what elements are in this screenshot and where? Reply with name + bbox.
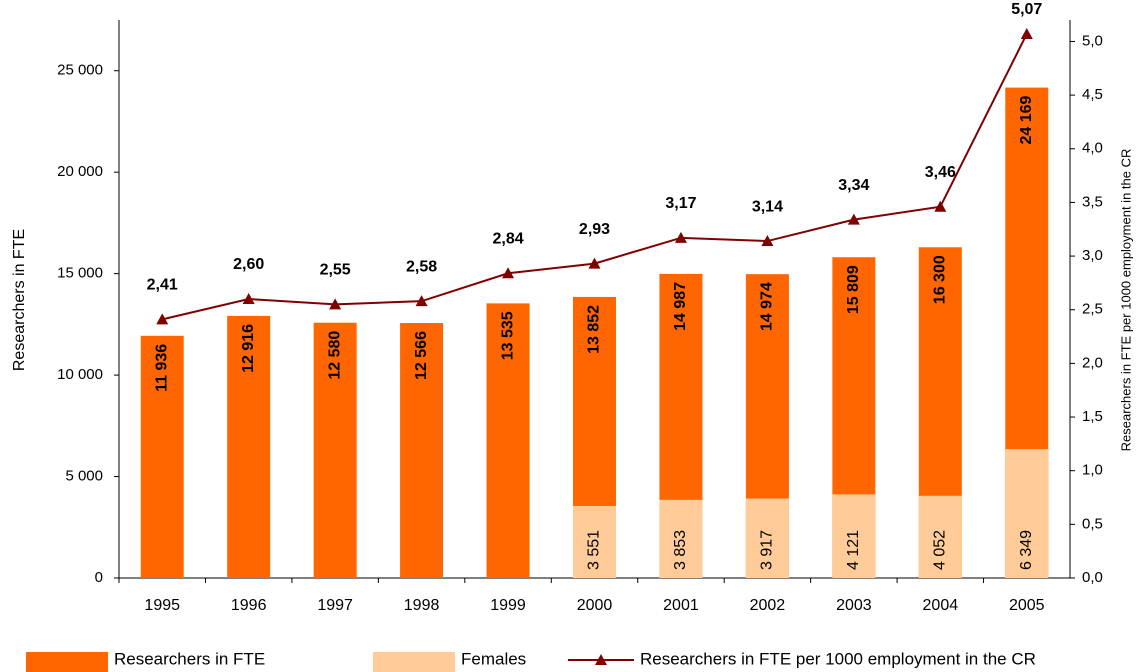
bar-label: 6 349 xyxy=(1018,530,1035,570)
x-tick-label: 2003 xyxy=(836,597,872,614)
x-tick-label: 2004 xyxy=(923,597,959,614)
line-label: 2,60 xyxy=(233,256,264,273)
marker xyxy=(502,267,515,279)
x-tick-label: 1998 xyxy=(404,597,440,614)
x-tick-label: 2002 xyxy=(750,597,786,614)
y2-tick-label: 0,5 xyxy=(1082,515,1103,532)
bar-label: 3 917 xyxy=(759,530,776,570)
marker xyxy=(415,295,428,307)
marker xyxy=(934,200,947,212)
legend-label: Researchers in FTE per 1000 employment i… xyxy=(640,649,1036,668)
line-label: 3,17 xyxy=(665,195,696,212)
bar-label: 24 169 xyxy=(1018,95,1035,144)
bar-label: 4 121 xyxy=(845,530,862,570)
x-tick-label: 1996 xyxy=(231,597,267,614)
x-tick-label: 1997 xyxy=(317,597,353,614)
bar-label: 13 535 xyxy=(499,311,516,360)
bar xyxy=(832,494,876,578)
line-label: 2,58 xyxy=(406,258,437,275)
bar xyxy=(745,498,789,578)
x-tick-label: 2001 xyxy=(663,597,699,614)
marker xyxy=(674,231,687,243)
marker xyxy=(588,257,601,269)
bar xyxy=(400,323,444,578)
legend-swatch xyxy=(373,652,455,672)
x-tick-label: 1999 xyxy=(490,597,526,614)
bar-label: 13 852 xyxy=(586,305,603,354)
marker xyxy=(156,313,169,325)
marker xyxy=(329,298,342,310)
marker xyxy=(1020,27,1033,39)
bar-label: 14 974 xyxy=(759,282,776,331)
y2-tick-label: 1,0 xyxy=(1082,462,1103,479)
y2-tick-label: 3,0 xyxy=(1082,247,1103,264)
bar-label: 4 052 xyxy=(932,530,949,570)
line-label: 2,84 xyxy=(492,230,523,247)
y2-tick-label: 1,5 xyxy=(1082,408,1103,425)
marker xyxy=(847,213,860,225)
bar-label: 3 853 xyxy=(672,530,689,570)
legend-swatch xyxy=(26,652,108,672)
x-tick-label: 1995 xyxy=(144,597,180,614)
bar xyxy=(1005,449,1049,578)
bar-label: 12 916 xyxy=(240,324,257,373)
y2-axis-title: Researchers in FTE per 1000 employment i… xyxy=(1118,149,1133,452)
marker xyxy=(242,293,255,304)
line xyxy=(161,33,1028,321)
line-label: 2,55 xyxy=(320,262,351,279)
y-tick-label: 20 000 xyxy=(57,163,103,180)
line-label: 3,46 xyxy=(925,164,956,181)
bar xyxy=(659,499,703,578)
y2-tick-label: 4,0 xyxy=(1082,140,1103,157)
x-tick-label: 2005 xyxy=(1009,597,1045,614)
bar-label: 16 300 xyxy=(932,255,949,304)
y2-tick-label: 2,5 xyxy=(1082,301,1103,318)
bar xyxy=(486,303,530,578)
bar-label: 14 987 xyxy=(672,282,689,331)
bar xyxy=(313,322,357,578)
y2-tick-label: 4,5 xyxy=(1082,86,1103,103)
y-tick-label: 0 xyxy=(95,569,103,586)
legend-label: Researchers in FTE xyxy=(114,649,265,668)
y2-tick-label: 2,0 xyxy=(1082,354,1103,371)
bar-label: 3 551 xyxy=(586,530,603,570)
bar xyxy=(227,315,271,578)
x-tick-label: 2000 xyxy=(577,597,613,614)
bar xyxy=(918,495,962,578)
marker xyxy=(761,235,774,247)
line-label: 3,14 xyxy=(752,198,783,215)
y-tick-label: 5 000 xyxy=(65,468,103,485)
y2-tick-label: 0,0 xyxy=(1082,569,1103,586)
y-tick-label: 15 000 xyxy=(57,265,103,282)
line-label: 2,93 xyxy=(579,221,610,238)
y-tick-label: 25 000 xyxy=(57,62,103,79)
legend-label: Females xyxy=(461,649,526,668)
bar-label: 15 809 xyxy=(845,265,862,314)
y2-tick-label: 5,0 xyxy=(1082,32,1103,49)
line-label: 5,07 xyxy=(1011,1,1042,18)
y-tick-label: 10 000 xyxy=(57,366,103,383)
bar xyxy=(573,505,616,578)
legend-marker xyxy=(595,654,607,665)
y-axis-title: Researchers in FTE xyxy=(11,229,28,371)
bar-label: 12 580 xyxy=(326,331,343,380)
bar-label: 11 936 xyxy=(153,344,170,392)
y2-tick-label: 3,5 xyxy=(1082,193,1103,210)
bar xyxy=(140,335,184,578)
bar-label: 12 566 xyxy=(413,331,430,380)
line-label: 2,41 xyxy=(147,277,178,294)
line-label: 3,34 xyxy=(838,177,869,194)
